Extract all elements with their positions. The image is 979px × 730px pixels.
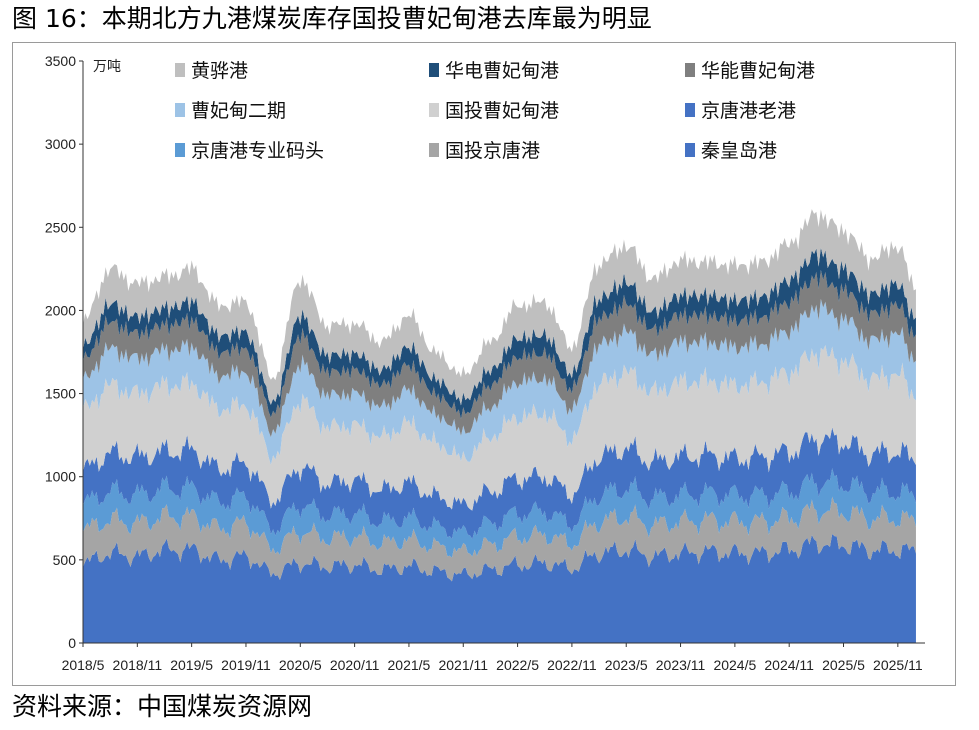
source-note: 资料来源：中国煤炭资源网 [12,692,313,721]
series-area-8 [83,247,916,420]
x-tick-label: 2024/5 [713,657,756,673]
legend-swatch [685,103,695,117]
series-area-9 [83,209,916,406]
legend-label: 京唐港专业码头 [191,140,324,162]
legend-swatch [685,63,695,77]
y-tick-label: 2500 [45,219,76,235]
x-tick-label: 2025/5 [822,657,865,673]
legend-item: 京唐港专业码头 [175,140,324,162]
legend-label: 京唐港老港 [701,100,796,122]
series-area-6 [83,298,916,465]
series-area-4 [83,427,916,540]
x-tick-label: 2021/5 [388,657,431,673]
series-area-3 [83,468,916,558]
y-tick-label: 0 [68,635,76,651]
x-tick-label: 2023/5 [605,657,648,673]
x-tick-label: 2020/11 [330,657,380,673]
legend-swatch [175,63,185,77]
legend-label: 华电曹妃甸港 [445,60,559,82]
legend-label: 国投京唐港 [445,140,540,162]
legend-item: 秦皇岛港 [685,140,777,162]
legend-item: 黄骅港 [175,60,248,82]
chart-frame: 0 500 1000 1500 2000 2500 3000 3500 万吨 2018/5 2018… [12,42,956,686]
legend-swatch [429,143,439,157]
x-tick-label: 2019/5 [170,657,213,673]
x-tick-label: 2018/5 [62,657,105,673]
legend-swatch [429,63,439,77]
legend-item: 国投曹妃甸港 [429,100,559,122]
series-area-5 [83,344,916,511]
series-area-1 [83,534,916,643]
x-tick-label: 2025/11 [873,657,923,673]
legend-label: 国投曹妃甸港 [445,100,559,122]
legend-label: 秦皇岛港 [701,140,777,162]
legend-swatch [175,103,185,117]
unit-label: 万吨 [93,59,121,75]
stacked-area-chart: 0 500 1000 1500 2000 2500 3000 3500 万吨 2018/5 2018… [45,53,925,673]
x-tick-label: 2022/5 [496,657,539,673]
x-tick-label: 2020/5 [279,657,322,673]
x-tick-label: 2021/11 [438,657,488,673]
y-tick-label: 1500 [45,386,76,402]
legend-item: 华电曹妃甸港 [429,60,559,82]
y-tick-label: 500 [53,552,77,568]
legend-swatch [175,143,185,157]
legend-label: 华能曹妃甸港 [701,60,815,82]
y-tick-label: 2000 [45,302,76,318]
legend-item: 曹妃甸二期 [175,100,286,122]
legend-item: 华能曹妃甸港 [685,60,815,82]
series-area-2 [83,496,916,582]
y-tick-label: 3500 [45,53,76,69]
legend-item: 京唐港老港 [685,100,796,122]
legend-item: 国投京唐港 [429,140,540,162]
axes-layer: 0 500 1000 1500 2000 2500 3000 3500 万吨 2018/5 2018… [45,53,925,673]
legend-swatch [685,143,695,157]
legend-label: 黄骅港 [191,60,248,82]
legend-swatch [429,103,439,117]
x-tick-label: 2023/11 [656,657,706,673]
x-tick-label: 2022/11 [547,657,597,673]
y-tick-label: 3000 [45,136,76,152]
legend-label: 曹妃甸二期 [191,100,286,122]
y-tick-label: 1000 [45,469,76,485]
x-tick-label: 2019/11 [221,657,271,673]
x-tick-label: 2018/11 [113,657,163,673]
x-tick-label: 2024/11 [764,657,814,673]
series-area-7 [83,269,916,437]
area-layer [83,209,916,643]
figure-title: 图 16：本期北方九港煤炭库存国投曹妃甸港去库最为明显 [12,4,652,33]
